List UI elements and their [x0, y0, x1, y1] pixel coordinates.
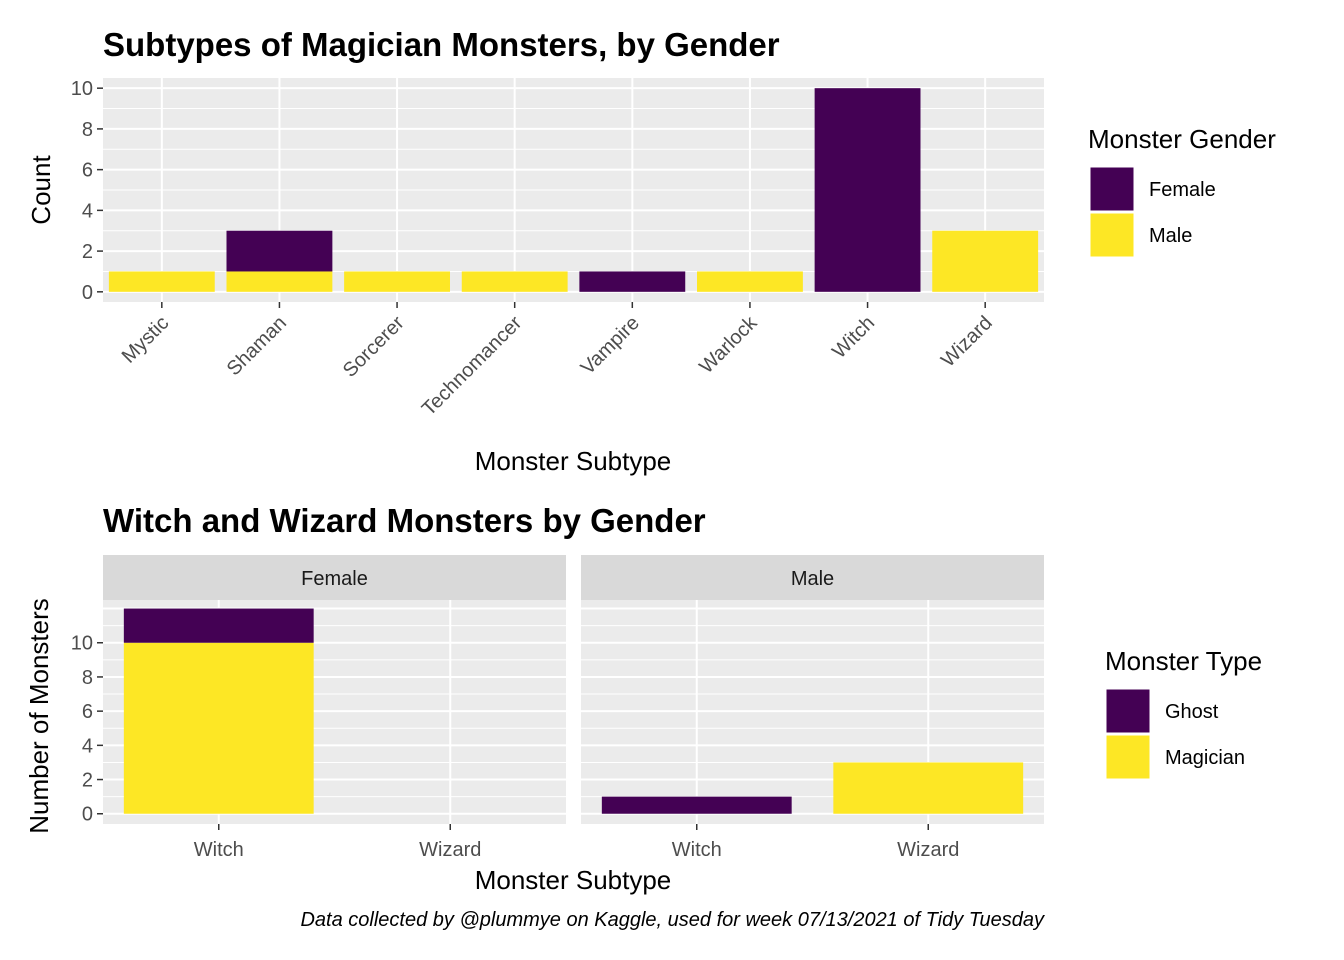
chart2-y-tick-label: 6: [82, 701, 93, 723]
chart1-x-tick-label: Mystic: [118, 312, 174, 368]
chart1-bar-male: [461, 271, 568, 292]
chart1-legend-label: Male: [1149, 225, 1192, 247]
chart2-y-axis-title: Number of Monsters: [24, 598, 54, 834]
chart1-legend: Monster Gender Female Male: [1088, 124, 1276, 258]
chart2-y-tick-label: 10: [71, 633, 93, 655]
chart2-legend-title: Monster Type: [1105, 646, 1262, 676]
chart1-legend-label: Female: [1149, 179, 1216, 201]
chart2-facet-strip: [103, 555, 566, 600]
chart2-x-tick-label: Witch: [194, 839, 244, 861]
chart2-y-tick-label: 4: [82, 735, 93, 757]
chart1-y-tick-label: 2: [82, 241, 93, 263]
chart2-x-tick-label: Wizard: [419, 839, 481, 861]
chart2-bar-magician: [833, 762, 1024, 814]
chart2-facet-male: Male Witch Wizard: [581, 555, 1044, 861]
chart2-legend-swatch-magician: [1105, 734, 1151, 780]
chart2-y-tick-label: 8: [82, 667, 93, 689]
chart1-x-tick-label: Technomancer: [418, 312, 527, 421]
chart1-bar-male: [344, 271, 450, 292]
chart2-facets: Female Witch Wizard Male Witch Wizard: [103, 555, 1044, 861]
caption: Data collected by @plummye on Kaggle, us…: [300, 909, 1045, 931]
chart1-legend-swatch-male: [1089, 212, 1135, 258]
chart2-y-tick-label: 0: [82, 804, 93, 826]
chart2-x-axis-title: Monster Subtype: [475, 865, 672, 895]
chart1-bar-male: [108, 271, 215, 292]
chart1-legend-swatch-female: [1089, 166, 1135, 212]
chart1-x-tick-label: Wizard: [937, 312, 997, 372]
chart1-bar-male: [697, 271, 803, 292]
chart2-bar-ghost: [123, 608, 314, 643]
chart1-legend-title: Monster Gender: [1088, 124, 1276, 154]
chart2-y-tick-label: 2: [82, 770, 93, 792]
chart1-x-tick-label: Vampire: [577, 312, 644, 379]
chart2-legend-label: Magician: [1165, 747, 1245, 769]
chart1-bar-female: [226, 230, 333, 272]
chart1-x-tick-label: Warlock: [695, 311, 762, 378]
chart1-bars: [108, 88, 1039, 292]
chart2-x-tick-label: Witch: [672, 839, 722, 861]
chart1-x-tick-label: Witch: [828, 312, 879, 363]
chart1-y-ticks: 0 2 4 6 8 10: [71, 78, 103, 304]
chart1-y-tick-label: 8: [82, 119, 93, 141]
chart1-bar-female: [814, 88, 921, 292]
chart1-bar-male: [226, 271, 333, 292]
chart2-legend-label: Ghost: [1165, 701, 1219, 723]
chart2-facet-strip-label: Male: [791, 568, 834, 590]
chart2-x-tick-label: Wizard: [897, 839, 959, 861]
chart1-x-axis-title: Monster Subtype: [475, 446, 672, 476]
chart1-y-tick-label: 10: [71, 78, 93, 100]
chart1-title: Subtypes of Magician Monsters, by Gender: [103, 26, 780, 63]
chart2-title: Witch and Wizard Monsters by Gender: [103, 502, 706, 539]
chart1-x-tick-label: Sorcerer: [339, 312, 409, 382]
chart2-facet-strip-label: Female: [301, 568, 368, 590]
chart2-facet-female: Female Witch Wizard: [103, 555, 566, 861]
chart1-x-tick-label: Shaman: [223, 312, 291, 380]
chart2-bar-magician: [123, 642, 314, 814]
chart1-y-tick-label: 4: [82, 200, 93, 222]
chart1-bar-female: [579, 271, 686, 292]
chart2-facet-strip: [581, 555, 1044, 600]
chart1-y-tick-label: 6: [82, 160, 93, 182]
chart1-bar-male: [932, 230, 1039, 292]
chart1-x-ticks: Mystic Shaman Sorcerer Technomancer Vampire W…: [118, 302, 997, 420]
chart1-y-axis-title: Count: [26, 155, 56, 225]
chart2-legend: Monster Type Ghost Magician: [1105, 646, 1262, 780]
chart2-y-ticks: 0 2 4 6 8 10: [71, 633, 103, 826]
chart2-legend-swatch-ghost: [1105, 688, 1151, 734]
chart2-bar-ghost: [601, 796, 792, 814]
chart1-y-tick-label: 0: [82, 282, 93, 304]
